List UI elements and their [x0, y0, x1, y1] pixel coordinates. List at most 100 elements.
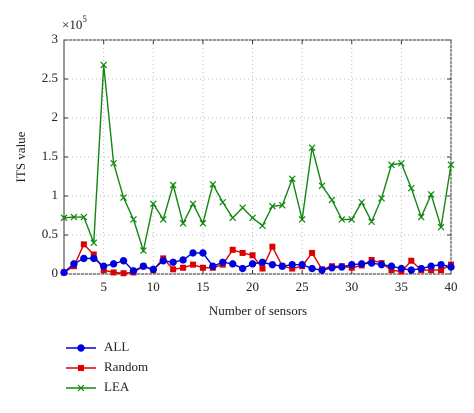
marker [427, 262, 435, 270]
marker [139, 247, 147, 255]
marker [90, 251, 97, 258]
y-tick-label: 1.5 [42, 148, 58, 163]
marker [77, 384, 85, 392]
marker [120, 270, 127, 277]
x-tick-label: 5 [100, 279, 107, 294]
marker [180, 264, 187, 271]
marker [338, 263, 346, 271]
marker [199, 249, 207, 257]
marker [170, 266, 177, 273]
marker [408, 257, 415, 264]
marker [407, 266, 416, 274]
series-line [63, 252, 452, 273]
marker [100, 267, 107, 274]
marker [318, 266, 326, 274]
marker [308, 264, 316, 273]
marker [258, 258, 267, 266]
marker [428, 267, 435, 274]
marker [120, 194, 127, 201]
y-axis-label: ITS value [13, 131, 28, 182]
marker [70, 260, 78, 268]
marker [209, 180, 217, 188]
marker [149, 200, 157, 208]
marker [367, 259, 376, 267]
marker [378, 194, 385, 202]
x-tick-label: 25 [296, 279, 309, 294]
marker [199, 264, 206, 271]
y-scale-exponent: 5 [82, 14, 87, 24]
marker [268, 260, 277, 269]
marker [229, 246, 236, 253]
marker [278, 201, 286, 209]
marker [119, 257, 128, 265]
marker [438, 267, 445, 274]
marker [397, 264, 406, 273]
marker [129, 267, 138, 275]
marker [249, 214, 256, 222]
y-tick-label: 0 [52, 265, 59, 280]
marker [169, 181, 177, 189]
marker [90, 254, 98, 263]
marker [189, 249, 197, 257]
legend-label: Random [104, 359, 148, 374]
marker [139, 262, 148, 270]
marker [397, 159, 405, 167]
marker [199, 219, 207, 227]
marker [219, 198, 227, 206]
marker [109, 260, 118, 268]
marker [417, 213, 425, 221]
marker [318, 182, 326, 190]
marker [377, 260, 386, 269]
marker [338, 215, 346, 223]
y-scale-base: ×10 [62, 17, 82, 32]
marker [289, 265, 296, 272]
marker [388, 267, 395, 274]
x-tick-label: 30 [345, 279, 358, 294]
marker [80, 254, 88, 263]
y-tick-label: 2 [52, 109, 59, 124]
y-tick-label: 3 [52, 31, 59, 46]
marker [308, 144, 316, 152]
x-tick-label: 35 [395, 279, 408, 294]
marker [259, 265, 266, 272]
marker [268, 202, 276, 210]
marker [357, 260, 366, 268]
marker [77, 344, 85, 352]
x-tick-label: 40 [445, 279, 458, 294]
marker [99, 262, 108, 270]
marker [348, 260, 356, 269]
marker [239, 249, 246, 256]
marker [348, 215, 356, 223]
marker [368, 218, 376, 226]
marker [407, 184, 415, 192]
marker [100, 61, 108, 69]
marker [90, 239, 98, 247]
marker [149, 265, 158, 274]
marker [248, 260, 257, 268]
marker [189, 200, 197, 208]
x-tick-label: 15 [196, 279, 209, 294]
legend-label: LEA [104, 379, 130, 394]
x-axis-label: Number of sensors [209, 303, 307, 318]
marker [169, 258, 177, 266]
marker [80, 241, 87, 248]
marker [388, 161, 395, 169]
marker [417, 264, 425, 273]
marker [298, 215, 306, 223]
marker [387, 262, 396, 270]
marker [219, 258, 227, 266]
marker [228, 260, 237, 268]
marker [130, 215, 137, 223]
marker [190, 261, 196, 268]
marker [60, 268, 68, 277]
marker [78, 365, 84, 371]
marker [288, 175, 296, 183]
x-tick-label: 10 [147, 279, 160, 294]
marker [60, 214, 68, 222]
marker [80, 213, 88, 221]
marker [447, 161, 455, 169]
y-tick-label: 2.5 [42, 70, 58, 85]
marker [278, 262, 287, 270]
marker [298, 260, 306, 269]
